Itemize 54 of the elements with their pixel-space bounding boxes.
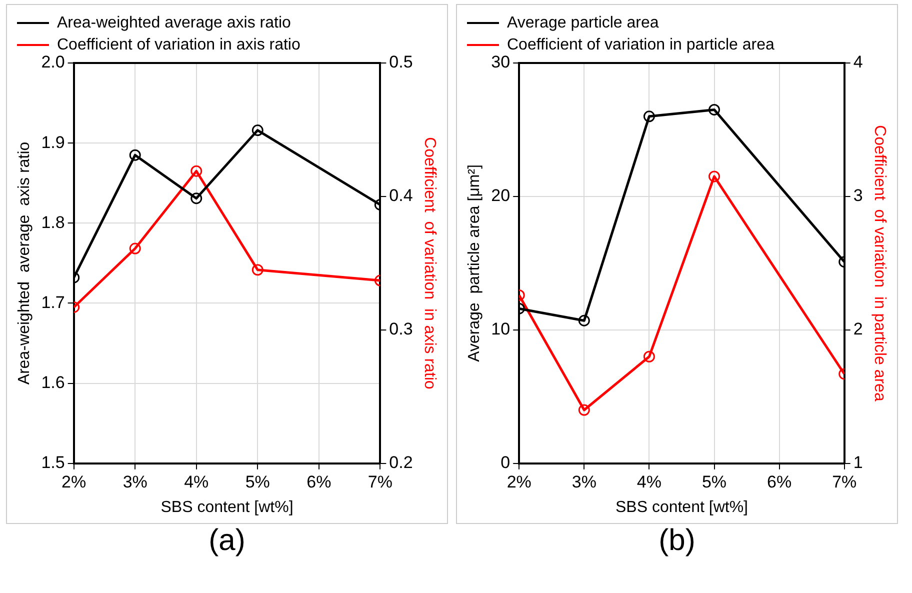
y-tick-label: 10 [491, 320, 510, 339]
point [643, 110, 655, 122]
y2-tick-label: 0.2 [389, 453, 413, 472]
point [252, 124, 264, 136]
y-tick-label: 30 [491, 52, 510, 72]
point [190, 165, 202, 177]
x-axis-title: SBS content [wt%] [615, 498, 748, 516]
x-tick-label: 2% [62, 472, 86, 492]
x-tick-label: 5% [702, 472, 727, 492]
legend-label: Area-weighted average axis ratio [57, 14, 292, 32]
y2-tick-label: 2 [853, 320, 863, 339]
text: (a) [208, 524, 246, 558]
point [252, 264, 264, 276]
y-tick-label: 1.8 [41, 212, 65, 232]
y2-tick-label: 3 [853, 186, 863, 206]
y-tick-label: 1.9 [41, 132, 65, 152]
x-tick-label: 7% [832, 472, 857, 492]
legend-label: Coefficient of variation in particle area [507, 36, 775, 54]
y-tick-label: 1.7 [41, 292, 65, 312]
y-tick-label: 0 [500, 453, 510, 472]
point [643, 350, 655, 362]
y2-tick-label: 0.4 [389, 186, 413, 206]
x-tick-label: 5% [245, 472, 270, 492]
y2-axis-title: Coefficient of variation in particle area [870, 125, 888, 402]
text: (b) [658, 524, 696, 558]
y-tick-label: 1.6 [41, 373, 65, 392]
point [129, 242, 141, 254]
y2-tick-label: 0.3 [389, 320, 413, 339]
legend-label: Average particle area [507, 14, 659, 32]
y-tick-label: 1.5 [41, 453, 65, 472]
y2-tick-label: 4 [853, 52, 863, 72]
y-tick-label: 2.0 [41, 52, 65, 72]
y-tick-label: 20 [491, 186, 510, 206]
x-tick-label: 6% [306, 472, 332, 492]
x-tick-label: 6% [767, 472, 792, 492]
x-tick-label: 3% [572, 472, 596, 492]
point [708, 104, 720, 116]
point [190, 192, 202, 204]
point [578, 404, 590, 416]
y2-tick-label: 0.5 [389, 52, 413, 72]
y-axis-title: Area-weighted average axis ratio [16, 142, 34, 385]
y2-tick-label: 1 [853, 453, 863, 472]
point [708, 170, 720, 182]
y2-axis-title: Coefficient of variation in axis ratio [420, 137, 438, 390]
x-tick-label: 3% [122, 472, 148, 492]
x-tick-label: 4% [636, 472, 662, 492]
x-tick-label: 4% [184, 472, 209, 492]
x-tick-label: 7% [368, 472, 392, 492]
y-axis-title: Average particle area [μm²] [466, 164, 484, 362]
x-tick-label: 2% [506, 472, 532, 492]
x-axis-title: SBS content [wt%] [160, 498, 294, 516]
point [578, 314, 590, 326]
point [129, 149, 141, 161]
legend-label: Coefficient of variation in axis ratio [57, 36, 300, 54]
